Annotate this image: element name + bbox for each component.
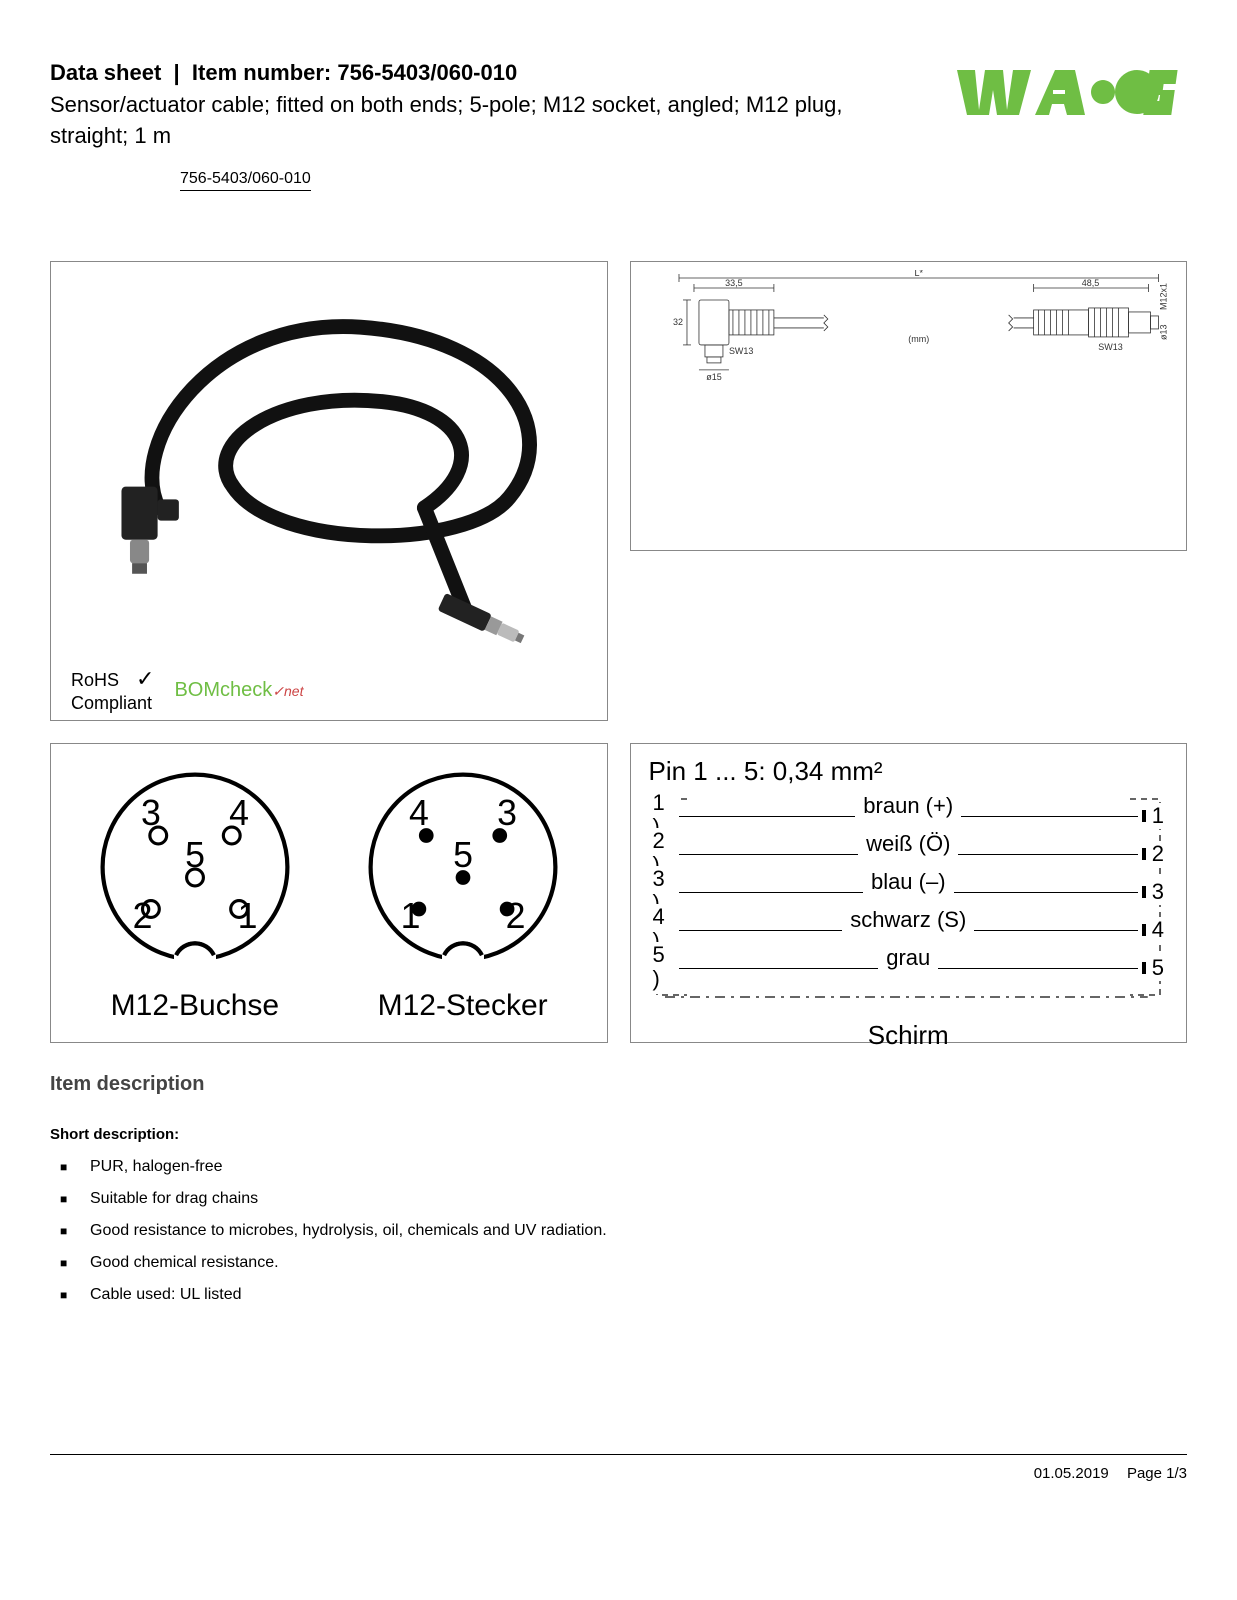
wire-pin-right: 1	[1138, 803, 1168, 829]
svg-text:3: 3	[141, 793, 161, 833]
svg-text:L*: L*	[914, 270, 923, 278]
list-item: Cable used: UL listed	[90, 1286, 1187, 1304]
svg-text:SW13: SW13	[1098, 342, 1122, 352]
wire-pin-left: 5 )	[649, 942, 679, 994]
wire-row: 5 ) grau 5	[649, 949, 1169, 987]
header-text-block: Data sheet | Item number: 756-5403/060-0…	[50, 60, 850, 191]
title-prefix: Data sheet	[50, 60, 161, 85]
svg-text:M12x1: M12x1	[1158, 283, 1168, 310]
svg-text:33,5: 33,5	[725, 278, 743, 288]
shield-line-icon	[649, 987, 1169, 1007]
page-footer: 01.05.2019 Page 1/3	[50, 1455, 1187, 1482]
header-title: Data sheet | Item number: 756-5403/060-0…	[50, 60, 850, 86]
svg-text:3: 3	[497, 793, 517, 833]
svg-text:5: 5	[185, 835, 205, 875]
shield-label: Schirm	[649, 1020, 1169, 1051]
bomcheck-badge: BOMcheck✓net	[174, 679, 303, 702]
title-item-number: 756-5403/060-010	[337, 60, 517, 85]
list-item: Good resistance to microbes, hydrolysis,…	[90, 1222, 1187, 1240]
wire-label: weiß (Ö)	[858, 831, 958, 856]
dimensional-drawing: L* 33,5 32	[639, 270, 1179, 390]
check-icon: ✓	[136, 666, 154, 691]
wire-pin-right: 2	[1138, 841, 1168, 867]
svg-text:4: 4	[229, 793, 249, 833]
bom-suffix: ✓net	[272, 683, 303, 699]
header-description: Sensor/actuator cable; fitted on both en…	[50, 90, 850, 152]
footer-date: 01.05.2019	[1034, 1465, 1109, 1482]
pinout-buchse: 3 4 5 2 1 M12-Buchse	[90, 762, 300, 1023]
product-photo-panel: RoHS ✓ Compliant BOMcheck✓net	[50, 261, 608, 721]
svg-text:2: 2	[132, 896, 152, 936]
svg-text:2: 2	[505, 896, 525, 936]
pinout-buchse-label: M12-Buchse	[90, 989, 300, 1023]
rohs-text: RoHS	[71, 670, 119, 690]
wire-row: 3 ) blau (–) 3	[649, 873, 1169, 911]
page-header: Data sheet | Item number: 756-5403/060-0…	[50, 60, 1187, 191]
wago-logo	[957, 60, 1187, 125]
wire-pin-right: 4	[1138, 917, 1168, 943]
svg-text:4: 4	[409, 793, 429, 833]
section-item-description: Item description	[50, 1073, 1187, 1096]
wire-row: 4 ) schwarz (S) 4	[649, 911, 1169, 949]
title-sep: |	[174, 60, 180, 85]
list-item: Good chemical resistance.	[90, 1254, 1187, 1272]
short-description-label: Short description:	[50, 1126, 1187, 1143]
svg-text:1: 1	[400, 896, 420, 936]
svg-text:1: 1	[237, 896, 257, 936]
list-item: Suitable for drag chains	[90, 1190, 1187, 1208]
rohs-compliant: Compliant	[71, 693, 152, 713]
wire-label: grau	[878, 945, 938, 970]
wire-pin-right: 3	[1138, 879, 1168, 905]
product-image	[63, 274, 595, 657]
wire-label: blau (–)	[863, 869, 954, 894]
svg-text:SW13: SW13	[728, 346, 752, 356]
pinout-panel: 3 4 5 2 1 M12-Buchse	[50, 743, 608, 1043]
wiring-rows: 1 ) braun (+) 1 2 ) weiß (Ö) 2 3 ) blau …	[649, 797, 1169, 987]
wiring-title: Pin 1 ... 5: 0,34 mm²	[649, 756, 1169, 787]
wire-row: 1 ) braun (+) 1	[649, 797, 1169, 835]
dimensional-drawing-panel: L* 33,5 32	[630, 261, 1188, 551]
wire-pin-right: 5	[1138, 955, 1168, 981]
svg-text:(mm): (mm)	[908, 334, 929, 344]
list-item: PUR, halogen-free	[90, 1158, 1187, 1176]
description-list: PUR, halogen-free Suitable for drag chai…	[50, 1158, 1187, 1304]
svg-text:48,5: 48,5	[1081, 278, 1099, 288]
wire-label: braun (+)	[855, 793, 961, 818]
footer-page: Page 1/3	[1127, 1465, 1187, 1482]
rohs-badge: RoHS ✓ Compliant	[71, 666, 154, 714]
panels-grid: RoHS ✓ Compliant BOMcheck✓net L* 33,5	[50, 261, 1187, 1043]
pinout-stecker: 4 3 5 1 2 M12-Stecker	[358, 762, 568, 1023]
item-number-link[interactable]: 756-5403/060-010	[180, 170, 311, 191]
svg-text:32: 32	[672, 317, 682, 327]
bom-prefix: BOM	[174, 679, 220, 701]
title-label: Item number:	[192, 60, 331, 85]
wiring-panel: Pin 1 ... 5: 0,34 mm² 1 ) braun (+) 1 2 …	[630, 743, 1188, 1043]
wire-label: schwarz (S)	[842, 907, 974, 932]
compliance-row: RoHS ✓ Compliant BOMcheck✓net	[63, 656, 595, 724]
svg-text:ø13: ø13	[1158, 324, 1168, 339]
wire-row: 2 ) weiß (Ö) 2	[649, 835, 1169, 873]
svg-text:ø15: ø15	[706, 371, 721, 381]
svg-text:5: 5	[453, 835, 473, 875]
pinout-stecker-label: M12-Stecker	[358, 989, 568, 1023]
bom-mid: check	[220, 679, 272, 701]
